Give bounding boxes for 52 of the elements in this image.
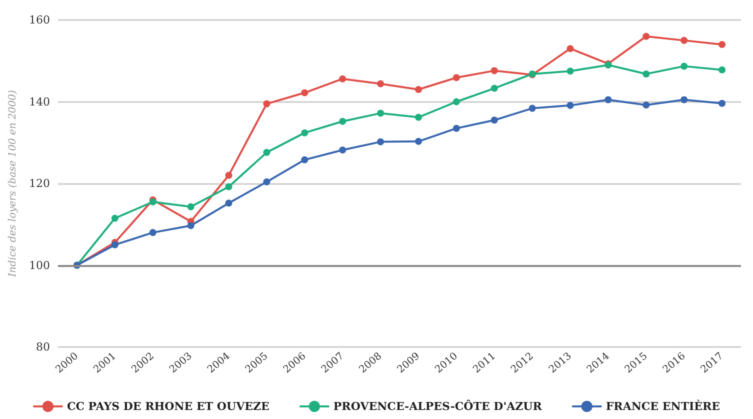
y-tick-label: 140	[29, 95, 50, 108]
point	[225, 183, 232, 190]
point	[301, 156, 308, 164]
point	[263, 100, 270, 108]
point	[339, 118, 346, 125]
point	[377, 138, 384, 146]
point	[452, 98, 460, 106]
point	[718, 41, 726, 48]
point	[225, 200, 232, 207]
point	[680, 62, 688, 70]
point	[490, 67, 498, 74]
y-tick-label: 160	[29, 14, 50, 26]
point	[452, 74, 460, 82]
point	[718, 100, 726, 107]
point	[301, 129, 308, 136]
point	[414, 86, 422, 93]
point	[452, 124, 460, 132]
point	[490, 116, 498, 124]
point	[414, 138, 422, 145]
point	[225, 172, 232, 179]
y-tick-label: 80	[36, 340, 50, 354]
point	[111, 214, 118, 222]
point	[642, 102, 650, 109]
point	[680, 36, 688, 44]
point	[566, 102, 574, 109]
point	[187, 203, 194, 210]
legend-label: PROVENCE-ALPES-CÔTE D'AZUR	[333, 398, 543, 413]
y-axis-title: Indice des loyers (base 100 en 2000)	[8, 90, 18, 278]
legend-label: FRANCE ENTIÈRE	[606, 398, 720, 413]
point	[604, 96, 612, 104]
point	[187, 222, 194, 230]
point	[339, 75, 346, 82]
y-tick-label: 120	[29, 177, 50, 190]
point	[377, 80, 384, 88]
point	[490, 84, 498, 92]
point	[718, 66, 726, 74]
point	[566, 68, 574, 75]
point	[263, 148, 270, 156]
y-tick-label: 100	[29, 258, 50, 272]
point	[414, 114, 422, 121]
point	[149, 229, 156, 236]
point	[680, 96, 688, 104]
point	[566, 45, 574, 52]
point	[111, 241, 118, 248]
point	[263, 178, 270, 186]
point	[642, 32, 650, 40]
point	[377, 110, 384, 117]
legend-label: CC PAYS DE RHONE ET OUVEZE	[66, 400, 270, 413]
point	[301, 89, 308, 96]
point	[339, 146, 346, 154]
point	[642, 70, 650, 78]
point	[528, 104, 536, 112]
